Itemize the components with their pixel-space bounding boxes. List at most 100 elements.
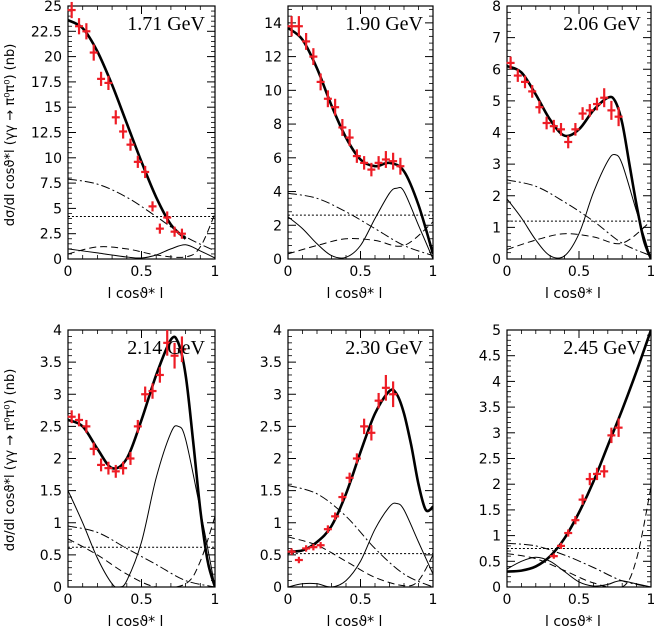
data-point	[381, 151, 390, 168]
curve-solid	[507, 556, 651, 587]
y-tick-label: 17.5	[31, 75, 62, 91]
data-point	[148, 201, 157, 212]
data-point	[345, 129, 354, 146]
energy-label: 1.90 GeV	[345, 13, 423, 35]
y-tick-label: 3.5	[40, 355, 62, 371]
data-point	[111, 464, 120, 478]
curves	[288, 26, 433, 259]
data-point	[614, 107, 623, 127]
data-point	[542, 116, 551, 130]
y-tick-label: 4.5	[479, 349, 501, 365]
curve-dashed	[507, 486, 651, 587]
y-tick-label: 2	[273, 452, 282, 468]
y-tick-label: 3.5	[260, 355, 282, 371]
data-point	[345, 472, 354, 483]
energy-label: 2.45 GeV	[563, 337, 641, 359]
data-point	[535, 100, 544, 114]
data-point	[97, 71, 106, 86]
data-point	[593, 467, 601, 481]
x-tick-label: 0.5	[349, 264, 371, 280]
y-tick-label: 6	[273, 151, 282, 167]
y-tick-label: 1.5	[260, 484, 282, 500]
data-point	[104, 75, 113, 90]
data-point	[513, 69, 522, 82]
y-tick-label: 1.5	[40, 484, 62, 500]
data-point	[126, 138, 135, 151]
curve-total	[68, 335, 215, 587]
data-point	[528, 85, 537, 98]
x-tick-label: 1	[647, 264, 654, 280]
data-point	[75, 18, 84, 35]
data-point	[141, 386, 150, 402]
data-point	[374, 156, 383, 170]
x-tick-label: 0	[64, 592, 73, 608]
x-axis-label: l cosϑ* l	[108, 286, 164, 302]
x-tick-label: 0.5	[568, 264, 590, 280]
y-tick-label: 4	[53, 323, 62, 339]
data-point	[396, 157, 405, 175]
curves	[507, 64, 651, 259]
x-tick-label: 0	[284, 264, 293, 280]
curve-total	[288, 388, 433, 553]
data-point	[557, 123, 565, 136]
x-tick-label: 1	[211, 264, 220, 280]
data-point	[170, 226, 179, 237]
data-point	[360, 418, 369, 435]
data-point	[89, 442, 98, 456]
curve-solid	[68, 425, 215, 587]
y-tick-label: 1	[492, 220, 501, 236]
data-point	[302, 545, 311, 552]
y-tick-label: 2	[273, 218, 282, 234]
x-axis-label: l cosϑ* l	[108, 614, 164, 626]
y-tick-label: 1.5	[479, 503, 501, 519]
x-tick-label: 0	[503, 264, 512, 280]
data-point	[177, 336, 186, 363]
y-tick-label: 0	[492, 580, 501, 596]
data-point	[360, 156, 369, 170]
plot-frame	[287, 5, 434, 260]
data-point	[564, 529, 573, 537]
x-tick-label: 1	[647, 592, 654, 608]
panel-6: 0 0.5 1 1.5 2 2.5 3 3.5 4 4.5 5 0 0.5 1 l cosϑ* l 2.45 …	[479, 323, 654, 626]
data-point	[578, 494, 587, 505]
data-point	[126, 452, 135, 465]
data-point	[316, 542, 325, 549]
y-tick-label: 6	[492, 62, 501, 78]
data-point	[585, 104, 594, 117]
y-tick-label: 2	[53, 452, 62, 468]
data-point	[163, 330, 172, 356]
data-point	[82, 23, 91, 40]
curve-solid	[288, 502, 433, 587]
y-tick-label: 0	[273, 252, 282, 268]
energy-label: 2.30 GeV	[345, 337, 423, 359]
y-tick-label: 4	[492, 126, 501, 142]
panel-2: 0 2 4 6 8 10 12 14 0 0.5 1 l cosϑ* l 1.90 GeV	[264, 5, 437, 302]
data-point	[600, 465, 609, 478]
curve-dashdot	[68, 525, 215, 587]
curve-solid	[288, 186, 433, 259]
data-point	[571, 123, 580, 136]
data-point	[600, 88, 609, 108]
data-point	[155, 223, 164, 234]
data-point	[287, 16, 296, 37]
y-tick-label: 5	[492, 323, 501, 339]
y-tick-label: 1	[273, 516, 282, 532]
y-tick-label: 12	[264, 50, 282, 66]
x-tick-label: 0	[64, 264, 73, 280]
y-tick-label: 5	[492, 94, 501, 110]
panel-5: 0 0.5 1 1.5 2 2.5 3 3.5 4 0 0.5 1 l cosϑ* l 2.30 GeV	[260, 323, 438, 626]
x-axis-label: l cosϑ* l	[545, 286, 601, 302]
data-point	[133, 419, 142, 433]
data-point	[521, 75, 529, 89]
curve-dashdot	[288, 485, 433, 587]
data-point	[367, 162, 376, 177]
data-point	[564, 135, 573, 149]
curve-dashed	[507, 220, 651, 250]
x-tick-label: 0.5	[568, 592, 590, 608]
curve-dashdot	[507, 179, 651, 257]
data-point	[119, 461, 128, 475]
data-point	[104, 461, 113, 475]
y-tick-label: 25	[44, 0, 62, 15]
y-tick-label: 0	[492, 252, 501, 268]
data-point	[381, 374, 390, 401]
